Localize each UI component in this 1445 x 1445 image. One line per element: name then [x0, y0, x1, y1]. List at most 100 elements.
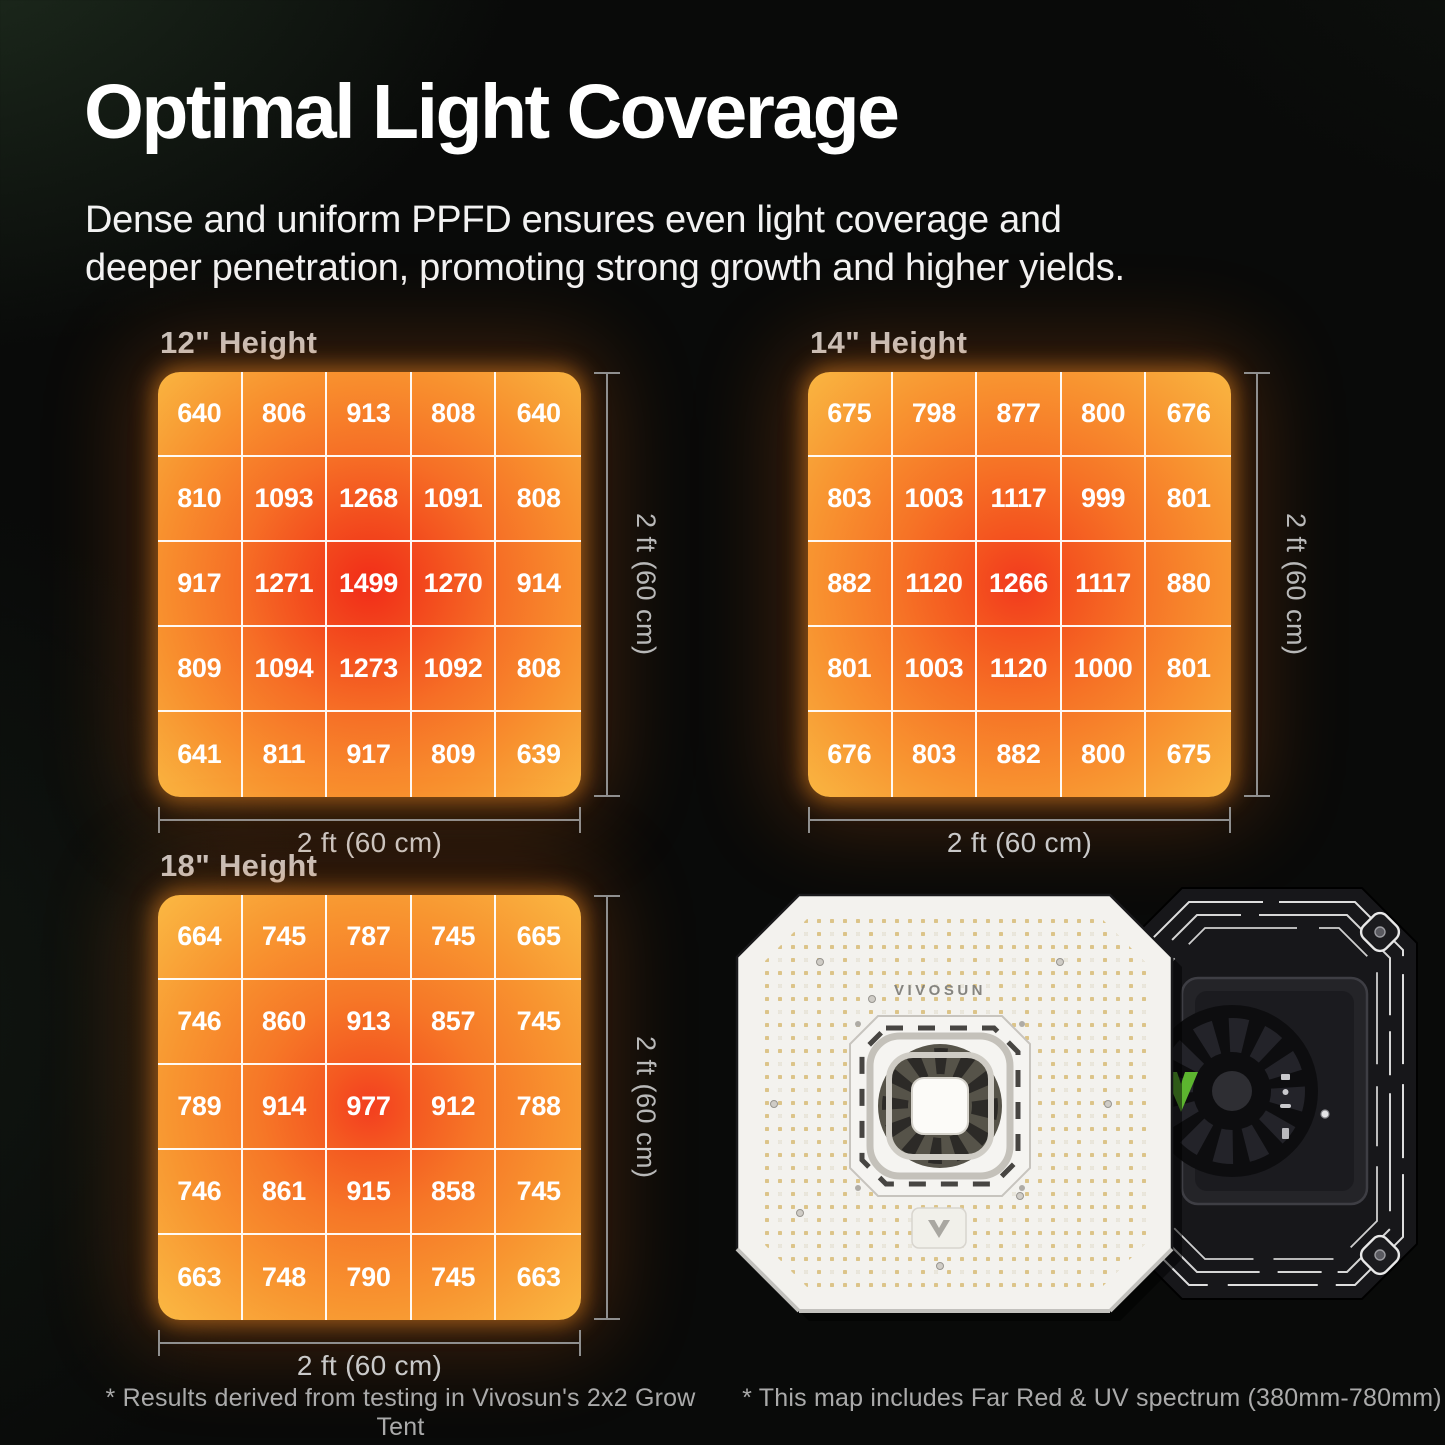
heatmap-cell: 745 [496, 980, 581, 1065]
heatmap-cell: 1499 [327, 542, 412, 627]
heatmap-cell: 913 [327, 372, 412, 457]
heatmap-cell: 1273 [327, 627, 412, 712]
heatmap-cell: 808 [496, 457, 581, 542]
fan-housing [849, 1015, 1031, 1197]
height-dimension-line [594, 895, 620, 1320]
heatmap-cell: 665 [496, 895, 581, 980]
heatmap-cell: 790 [327, 1235, 412, 1320]
brand-badge [911, 1207, 967, 1249]
heatmap-cell: 640 [158, 372, 243, 457]
white-led-panel: VIVOSUN [735, 893, 1182, 1321]
black-back-panel [1126, 887, 1418, 1300]
heatmap-cell: 913 [327, 980, 412, 1065]
height-dimension-label: 2 ft (60 cm) [631, 1036, 661, 1179]
heatmap-cell: 1271 [242, 542, 328, 627]
port-icons [1280, 1074, 1291, 1139]
heatmap-grid-14in: 675 798 877 800 676 803 1003 1117 999 801 882 1120 1… [808, 372, 1231, 797]
heatmap-cell: 1117 [977, 457, 1062, 542]
heatmap-cell: 676 [1146, 372, 1231, 457]
heatmap-cell: 999 [1061, 457, 1147, 542]
heatmap-cell: 1094 [242, 627, 328, 712]
heatmap-section-18in: 18" Height 664 745 787 745 665 746 860 913 857 74… [158, 848, 661, 1380]
heatmap-cell: 1270 [411, 542, 497, 627]
product-image: VIVOSUN [735, 887, 1418, 1321]
heatmap-title-14in: 14" Height [810, 325, 968, 360]
heatmap-cell: 675 [1166, 739, 1211, 769]
panel-screws [770, 958, 1112, 1270]
heatmap-cell: 880 [1146, 542, 1231, 627]
corner-bolt-pad-bottom [1359, 1234, 1401, 1276]
heatmap-cell: 1120 [892, 542, 978, 627]
heatmap-cell: 882 [808, 542, 893, 627]
heatmap-cell: 861 [242, 1150, 328, 1235]
heatmap-cell: 1268 [327, 457, 412, 542]
heatmap-cell: 917 [158, 542, 243, 627]
heatmap-cell: 1266 [977, 542, 1062, 627]
heatmap-cell: 789 [158, 1065, 243, 1150]
heatmap-cell: 860 [242, 980, 328, 1065]
heatmap-cell: 1091 [411, 457, 497, 542]
heatmap-cell: 1117 [1061, 542, 1147, 627]
heatmap-cell: 809 [412, 712, 497, 797]
heatmap-grid-12in: 640 806 913 808 640 810 1093 1268 1091 808 917 1271… [158, 372, 581, 797]
heatmap-cell: 803 [893, 712, 978, 797]
heatmap-section-14in: 14" Height 675 798 877 800 676 803 1003 1117 999… [808, 325, 1311, 857]
heatmap-cell: 745 [412, 1235, 497, 1320]
page-subtitle-line1: Dense and uniform PPFD ensures even ligh… [85, 199, 1062, 241]
heatmap-cell: 663 [516, 1262, 561, 1292]
width-dimension-line [158, 1330, 581, 1356]
heatmap-cell: 676 [808, 712, 893, 797]
width-dimension-label: 2 ft (60 cm) [296, 1350, 443, 1381]
heatmap-cell: 746 [158, 1150, 243, 1235]
page-subtitle-line2: deeper penetration, promoting strong gro… [85, 246, 1125, 289]
heatmap-cell: 1120 [977, 627, 1062, 712]
footnote-left: * Results derived from testing in Vivosu… [105, 1384, 696, 1441]
hanger-hole [1320, 1109, 1330, 1119]
heatmap-cell: 912 [411, 1065, 497, 1150]
heatmap-title-12in: 12" Height [160, 325, 318, 360]
heatmap-cell: 808 [496, 627, 581, 712]
heatmap-cell: 877 [977, 372, 1062, 457]
heatmap-title-18in: 18" Height [160, 848, 318, 883]
heatmap-cell: 811 [243, 712, 328, 797]
heatmap-cell: 801 [1146, 627, 1231, 712]
heatmap-grid-18in: 664 745 787 745 665 746 860 913 857 745 789 914 977 9… [158, 895, 581, 1320]
page-subtitle: Dense and uniform PPFD ensures even ligh… [85, 197, 1125, 293]
fan-ring-mid [886, 1052, 994, 1160]
heatmap-cell: 641 [158, 712, 243, 797]
heatmap-cell: 914 [242, 1065, 328, 1150]
heatmap-cell: 915 [327, 1150, 412, 1235]
height-dimension-line [1244, 372, 1270, 797]
heatmap-cell: 664 [158, 895, 243, 980]
heatmap-cell: 748 [243, 1235, 328, 1320]
heatmap-cell: 1003 [892, 627, 978, 712]
heatmap-cell: 1092 [411, 627, 497, 712]
page-title: Optimal Light Coverage [84, 69, 900, 155]
width-dimension-label: 2 ft (60 cm) [946, 827, 1093, 858]
heatmap-cell: 639 [516, 739, 561, 769]
heatmap-cell: 800 [1061, 372, 1147, 457]
heatmap-cell: 801 [1146, 457, 1231, 542]
heatmap-cell: 787 [327, 895, 412, 980]
heatmap-wrap-14in: 675 798 877 800 676 803 1003 1117 999 801 882 1120 1… [808, 372, 1311, 857]
height-dimension-line [594, 372, 620, 797]
height-dimension-label: 2 ft (60 cm) [631, 513, 661, 656]
heatmap-cell: 1003 [892, 457, 978, 542]
corner-bolt-pad-top [1359, 911, 1401, 953]
fan-ring-outer [866, 1032, 1014, 1180]
heatmap-cell: 803 [808, 457, 893, 542]
heatmap-cell: 810 [158, 457, 243, 542]
heatmap-cell: 745 [496, 1150, 581, 1235]
heatmap-cell: 914 [496, 542, 581, 627]
heatmap-cell: 1093 [242, 457, 328, 542]
heatmap-cell: 798 [892, 372, 978, 457]
heatmap-cell: 806 [242, 372, 328, 457]
heatmap-cell: 809 [158, 627, 243, 712]
heatmap-cell: 800 [1062, 712, 1147, 797]
width-dimension-line [808, 807, 1231, 833]
heatmap-cell: 745 [242, 895, 328, 980]
heatmap-cell: 977 [327, 1065, 412, 1150]
width-dimension-line [158, 807, 581, 833]
heatmap-cell: 858 [411, 1150, 497, 1235]
